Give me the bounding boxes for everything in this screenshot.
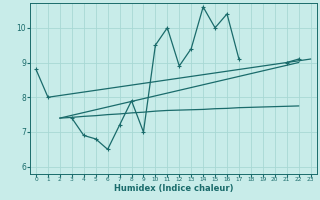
X-axis label: Humidex (Indice chaleur): Humidex (Indice chaleur) — [114, 184, 233, 193]
